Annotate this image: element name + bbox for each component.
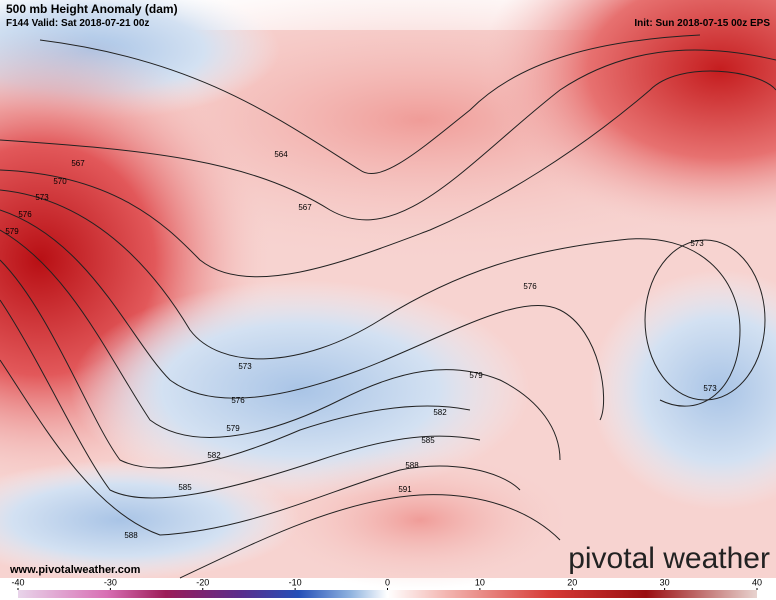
contour-label: 576 — [18, 210, 32, 219]
logo: pivotal weather — [568, 542, 770, 575]
contour-label: 567 — [71, 159, 85, 168]
contour-label: 579 — [5, 227, 19, 236]
contour-label: 591 — [398, 485, 412, 494]
colorbar-label: 0 — [385, 577, 390, 587]
contour-label: 567 — [298, 203, 312, 212]
contour-label: 573 — [35, 193, 49, 202]
init-time: Init: Sun 2018-07-15 00z EPS — [634, 18, 770, 29]
contour-label: 579 — [226, 424, 240, 433]
contour-label: 585 — [178, 483, 192, 492]
contour-labels: 5645675675705735765795735765795825855885… — [5, 150, 717, 540]
contour-label: 573 — [703, 384, 717, 393]
colorbar-ticks: -40 -30 -20 -10 0 10 20 30 40 — [11, 577, 762, 590]
colorbar-label: 10 — [475, 577, 485, 587]
colorbar-label: 30 — [660, 577, 670, 587]
contour-label: 573 — [238, 362, 252, 371]
contour-label: 579 — [469, 371, 483, 380]
colorbar-label: -40 — [11, 577, 24, 587]
colorbar-label: 40 — [752, 577, 762, 587]
contour-label: 588 — [124, 531, 138, 540]
contour-label: 582 — [433, 408, 447, 417]
contour-label: 564 — [274, 150, 288, 159]
contour-label: 570 — [53, 177, 67, 186]
valid-time: F144 Valid: Sat 2018-07-21 00z — [6, 18, 149, 29]
title: 500 mb Height Anomaly (dam) — [6, 2, 178, 16]
contour-label: 576 — [523, 282, 537, 291]
contour-label: 588 — [405, 461, 419, 470]
contour-label: 585 — [421, 436, 435, 445]
colorbar-label: -10 — [289, 577, 302, 587]
colorbar-label: 20 — [567, 577, 577, 587]
contour-label: 576 — [231, 396, 245, 405]
colorbar — [18, 590, 757, 598]
colorbar-label: -20 — [196, 577, 209, 587]
colorbar-label: -30 — [104, 577, 117, 587]
contour-label: 573 — [690, 239, 704, 248]
contour-label: 582 — [207, 451, 221, 460]
watermark: www.pivotalweather.com — [9, 564, 141, 576]
